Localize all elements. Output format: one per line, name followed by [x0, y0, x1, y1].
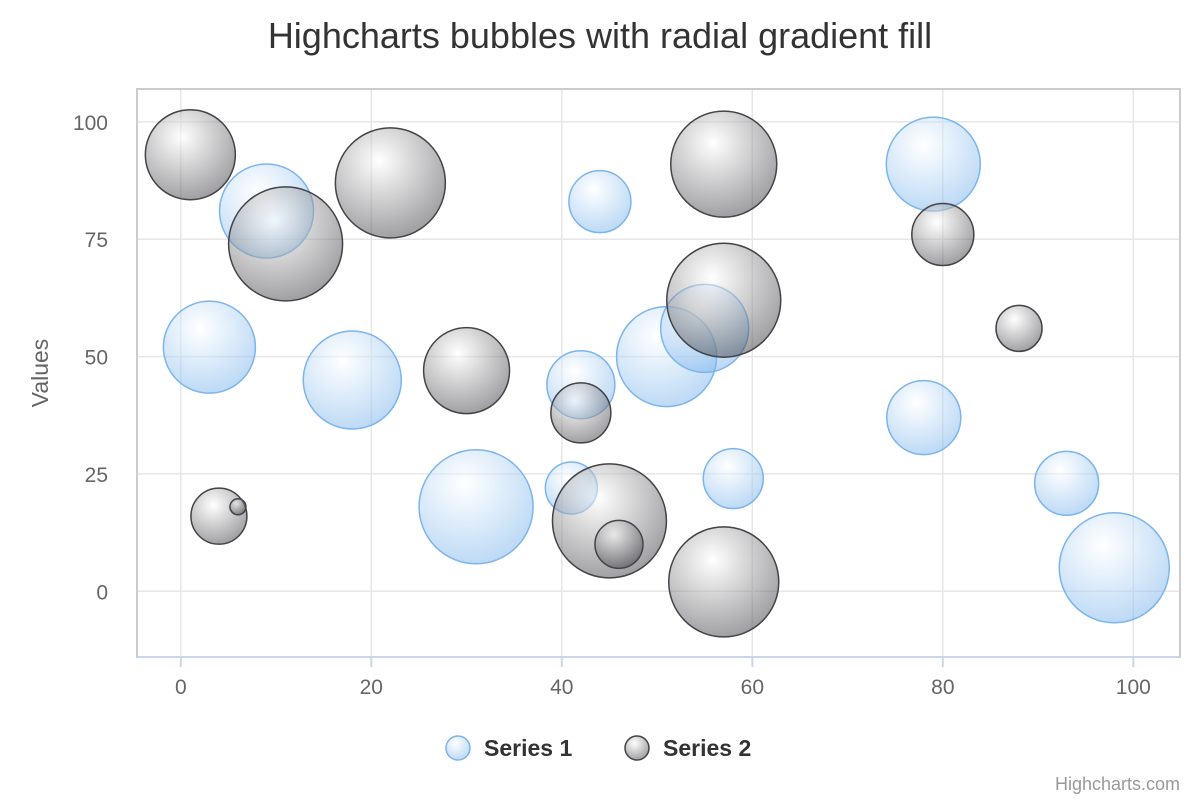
bubble-series-2[interactable]	[227, 186, 344, 302]
bubble-series-1[interactable]	[1058, 512, 1171, 624]
bubble-series-2[interactable]	[594, 519, 644, 570]
bubble-series-1[interactable]	[1033, 450, 1100, 517]
legend-item-series-1[interactable]: Series 1	[445, 735, 572, 761]
bubble-series-2[interactable]	[550, 382, 612, 444]
bubble-series-2[interactable]	[911, 202, 975, 267]
legend-symbol-series-1	[445, 735, 471, 761]
legend-symbol-series-2	[624, 735, 650, 761]
bubble-series-1[interactable]	[885, 116, 982, 212]
legend-item-series-2[interactable]: Series 2	[624, 735, 751, 761]
legend-label-series-2: Series 2	[663, 735, 751, 761]
x-tick-label: 60	[741, 676, 764, 699]
bubble-layer	[144, 108, 1171, 638]
bubble-series-1[interactable]	[418, 449, 534, 565]
bubble-series-2[interactable]	[995, 304, 1043, 353]
series-2	[144, 108, 1043, 638]
y-tick-label: 25	[85, 464, 108, 487]
y-axis-title: Values	[27, 339, 53, 408]
x-tick-label: 80	[931, 676, 954, 699]
bubble-series-1[interactable]	[162, 300, 257, 394]
y-tick-label: 50	[85, 347, 108, 370]
bubble-series-2[interactable]	[422, 326, 511, 415]
y-tick-label: 75	[85, 229, 108, 252]
bubble-series-1[interactable]	[886, 379, 962, 456]
credits-link[interactable]: Highcharts.com	[1055, 774, 1180, 794]
x-tick-label: 40	[550, 676, 573, 699]
y-axis-ticks: 0 25 50 75 100	[73, 112, 108, 604]
bubble-series-2[interactable]	[144, 108, 237, 201]
legend: Series 1 Series 2	[445, 735, 751, 761]
bubble-series-2[interactable]	[229, 498, 247, 516]
legend-label-series-1: Series 1	[484, 735, 572, 761]
bubble-series-2[interactable]	[665, 242, 782, 358]
bubble-series-1[interactable]	[568, 169, 632, 234]
bubble-series-2[interactable]	[669, 110, 778, 218]
x-axis-ticks: 0 20 40 60 80 100	[175, 657, 1151, 699]
x-tick-label: 20	[360, 676, 383, 699]
chart-title: Highcharts bubbles with radial gradient …	[268, 15, 932, 56]
y-tick-label: 0	[96, 581, 108, 604]
bubble-series-1[interactable]	[702, 447, 765, 510]
bubble-series-2[interactable]	[667, 526, 780, 638]
bubble-series-2[interactable]	[190, 487, 248, 545]
y-tick-label: 100	[73, 112, 108, 135]
x-tick-label: 100	[1116, 676, 1151, 699]
bubble-series-1[interactable]	[302, 330, 403, 430]
series-1	[162, 116, 1171, 624]
bubble-series-2[interactable]	[334, 127, 447, 239]
x-tick-label: 0	[175, 676, 187, 699]
